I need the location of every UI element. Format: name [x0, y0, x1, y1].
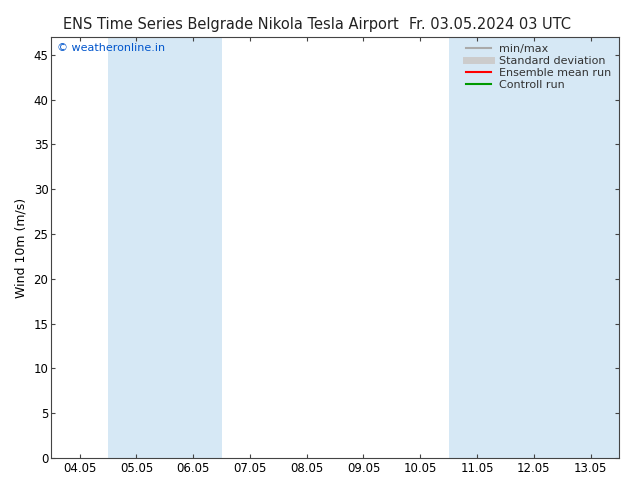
Text: © weatheronline.in: © weatheronline.in: [57, 43, 165, 53]
Bar: [505, 37, 562, 458]
Bar: [449, 37, 505, 458]
Bar: [108, 37, 165, 458]
Y-axis label: Wind 10m (m/s): Wind 10m (m/s): [15, 197, 28, 297]
Legend: min/max, Standard deviation, Ensemble mean run, Controll run: min/max, Standard deviation, Ensemble me…: [462, 39, 616, 95]
Bar: [165, 37, 221, 458]
Text: Fr. 03.05.2024 03 UTC: Fr. 03.05.2024 03 UTC: [408, 17, 571, 32]
Bar: [562, 37, 619, 458]
Text: ENS Time Series Belgrade Nikola Tesla Airport: ENS Time Series Belgrade Nikola Tesla Ai…: [63, 17, 399, 32]
